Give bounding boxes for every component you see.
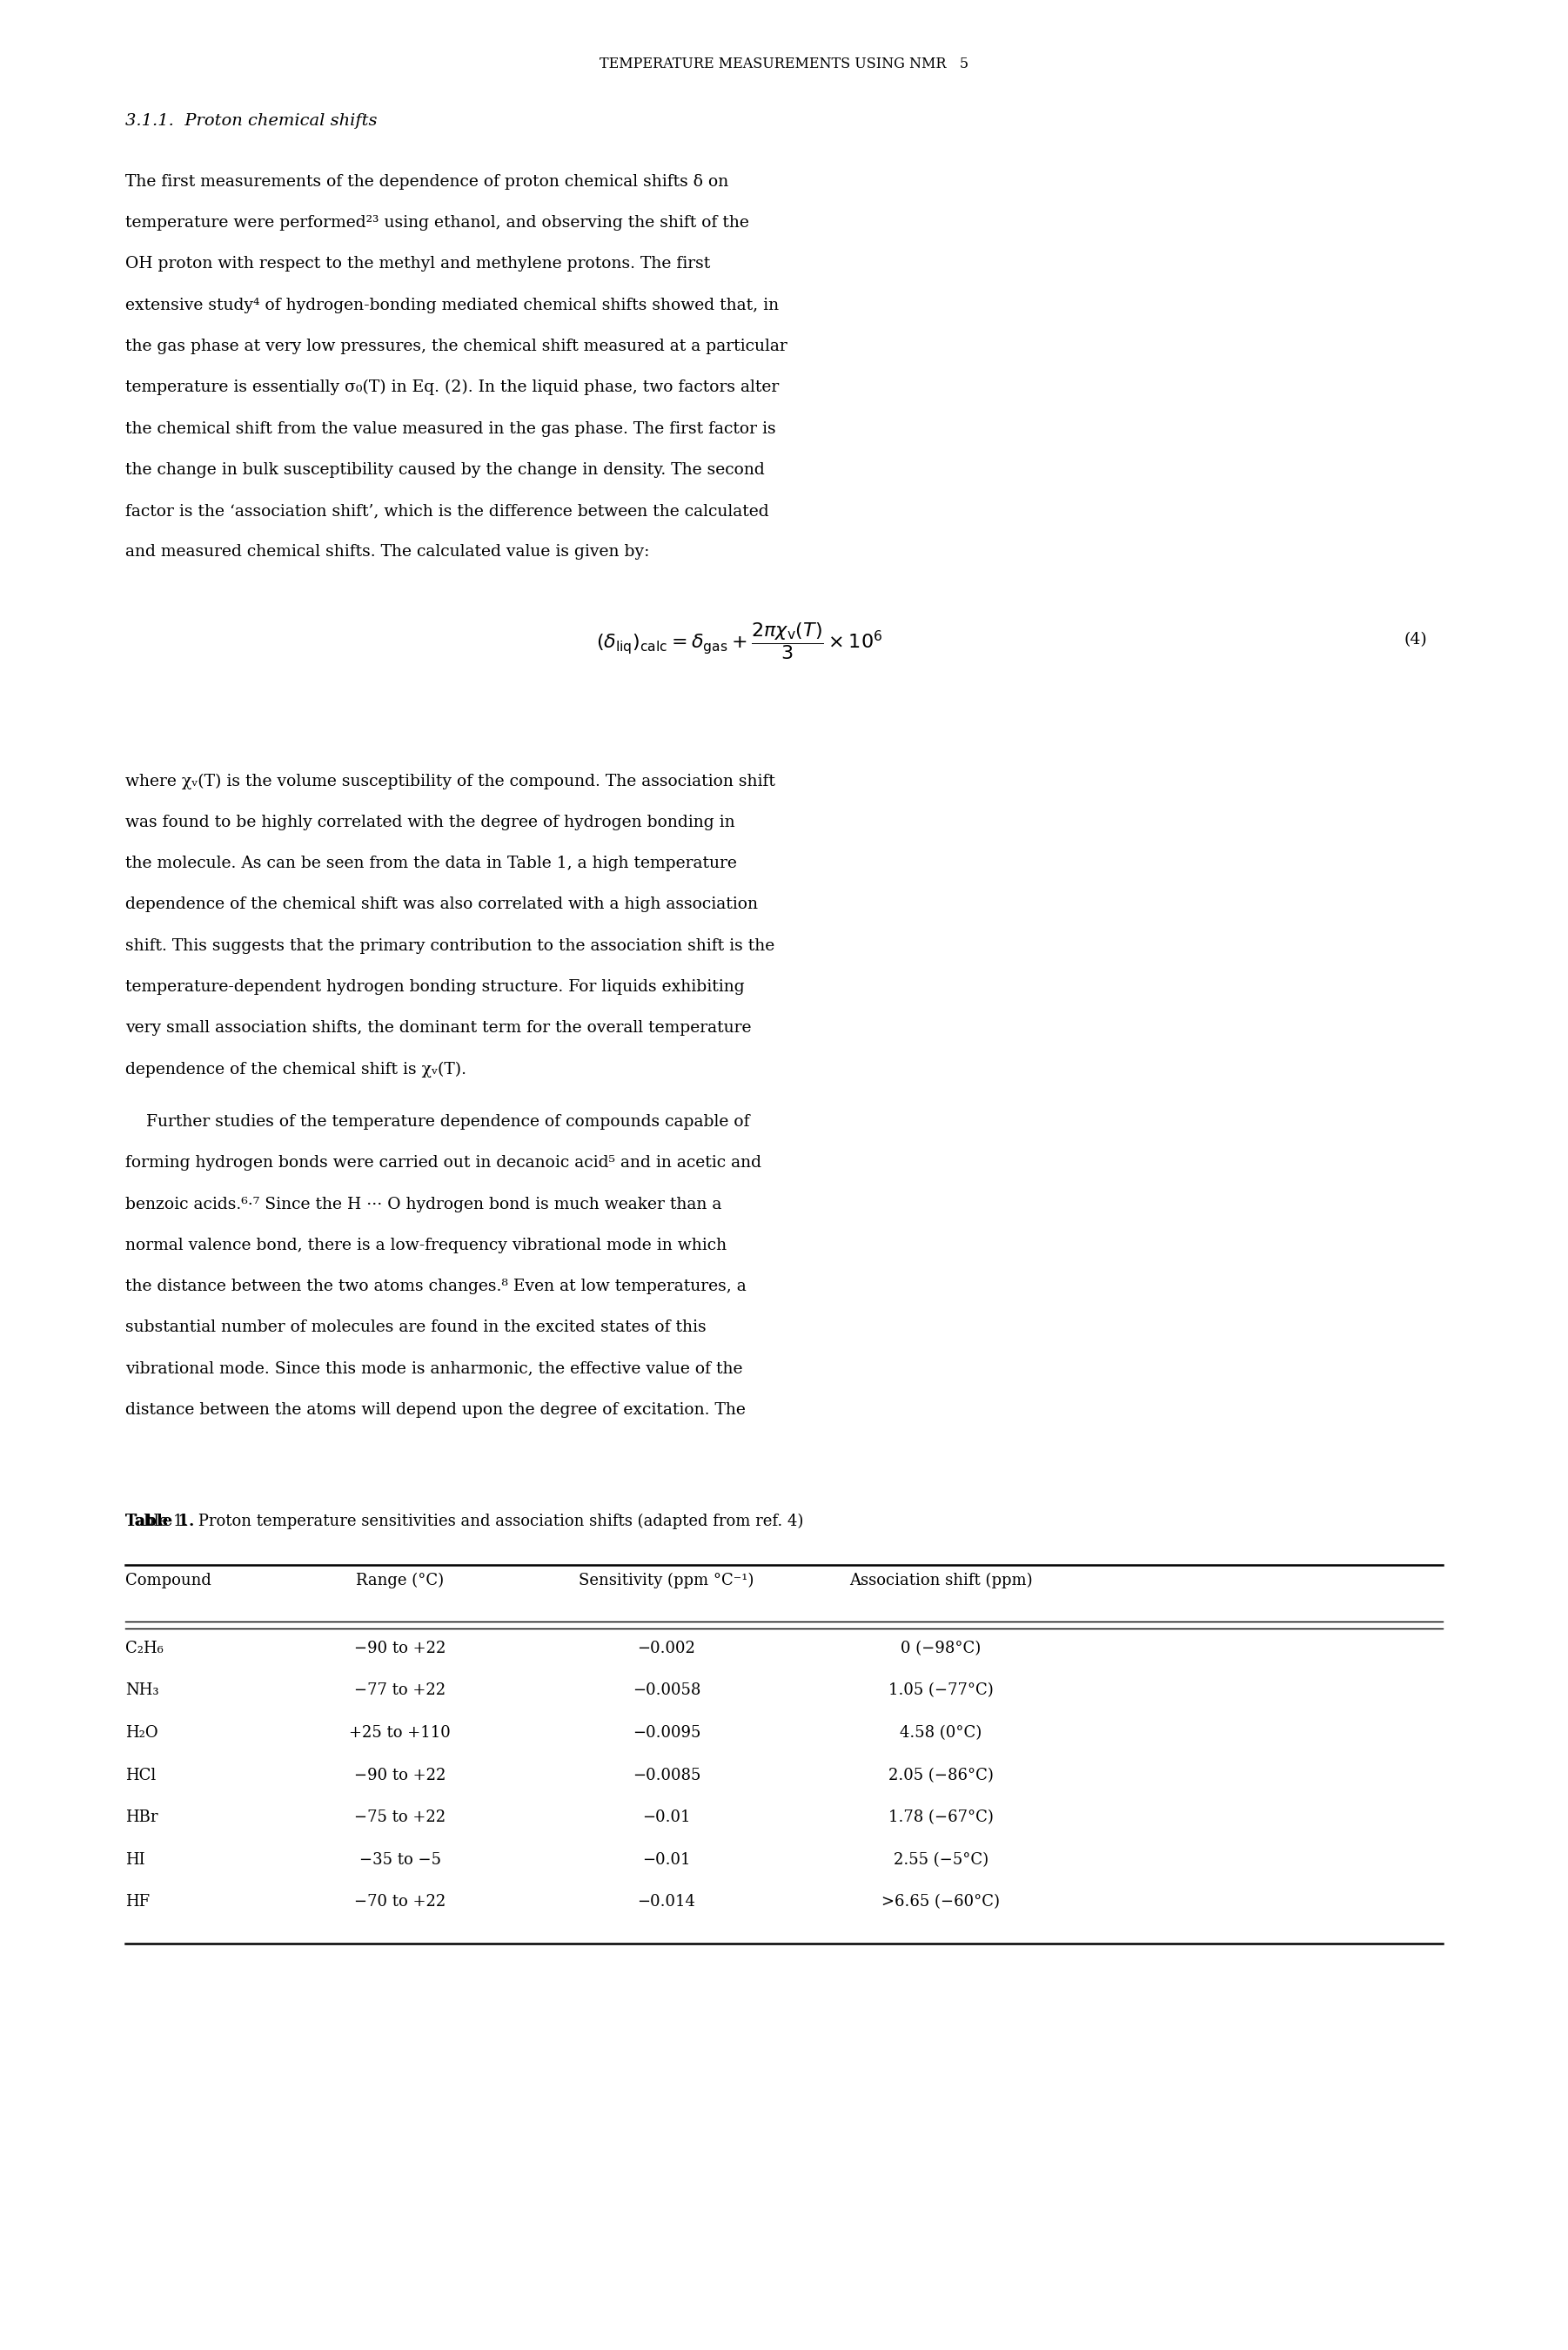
Text: dependence of the chemical shift was also correlated with a high association: dependence of the chemical shift was als… bbox=[125, 898, 757, 912]
Text: OH proton with respect to the methyl and methylene protons. The first: OH proton with respect to the methyl and… bbox=[125, 256, 710, 273]
Text: Range (°C): Range (°C) bbox=[356, 1572, 444, 1589]
Text: HI: HI bbox=[125, 1852, 146, 1868]
Text: −77 to +22: −77 to +22 bbox=[354, 1683, 445, 1699]
Text: and measured chemical shifts. The calculated value is given by:: and measured chemical shifts. The calcul… bbox=[125, 545, 649, 559]
Text: 1.78 (−67°C): 1.78 (−67°C) bbox=[887, 1810, 994, 1826]
Text: the distance between the two atoms changes.⁸ Even at low temperatures, a: the distance between the two atoms chang… bbox=[125, 1278, 746, 1295]
Text: extensive study⁴ of hydrogen-bonding mediated chemical shifts showed that, in: extensive study⁴ of hydrogen-bonding med… bbox=[125, 298, 779, 313]
Text: NH₃: NH₃ bbox=[125, 1683, 158, 1699]
Text: the chemical shift from the value measured in the gas phase. The first factor is: the chemical shift from the value measur… bbox=[125, 421, 776, 437]
Text: −70 to +22: −70 to +22 bbox=[354, 1894, 445, 1911]
Text: Compound: Compound bbox=[125, 1572, 212, 1589]
Text: temperature-dependent hydrogen bonding structure. For liquids exhibiting: temperature-dependent hydrogen bonding s… bbox=[125, 980, 745, 994]
Text: benzoic acids.⁶·⁷ Since the H ··· O hydrogen bond is much weaker than a: benzoic acids.⁶·⁷ Since the H ··· O hydr… bbox=[125, 1196, 721, 1213]
Text: −0.0085: −0.0085 bbox=[632, 1767, 701, 1784]
Text: The first measurements of the dependence of proton chemical shifts δ on: The first measurements of the dependence… bbox=[125, 174, 729, 190]
Text: −90 to +22: −90 to +22 bbox=[354, 1767, 445, 1784]
Text: substantial number of molecules are found in the excited states of this: substantial number of molecules are foun… bbox=[125, 1321, 706, 1335]
Text: HF: HF bbox=[125, 1894, 151, 1911]
Text: −0.0095: −0.0095 bbox=[632, 1725, 701, 1741]
Text: Sensitivity (ppm °C⁻¹): Sensitivity (ppm °C⁻¹) bbox=[579, 1572, 754, 1589]
Text: TEMPERATURE MEASUREMENTS USING NMR   5: TEMPERATURE MEASUREMENTS USING NMR 5 bbox=[599, 56, 969, 70]
Text: 4.58 (0°C): 4.58 (0°C) bbox=[900, 1725, 982, 1741]
Text: was found to be highly correlated with the degree of hydrogen bonding in: was found to be highly correlated with t… bbox=[125, 815, 735, 830]
Text: −75 to +22: −75 to +22 bbox=[354, 1810, 445, 1826]
Text: 2.55 (−5°C): 2.55 (−5°C) bbox=[894, 1852, 988, 1868]
Text: dependence of the chemical shift is χᵥ(T).: dependence of the chemical shift is χᵥ(T… bbox=[125, 1062, 467, 1076]
Text: Table 1.  Proton temperature sensitivities and association shifts (adapted from : Table 1. Proton temperature sensitivitie… bbox=[125, 1513, 804, 1530]
Text: −0.01: −0.01 bbox=[643, 1810, 690, 1826]
Text: −0.01: −0.01 bbox=[643, 1852, 690, 1868]
Text: the change in bulk susceptibility caused by the change in density. The second: the change in bulk susceptibility caused… bbox=[125, 463, 765, 477]
Text: −35 to −5: −35 to −5 bbox=[359, 1852, 441, 1868]
Text: Further studies of the temperature dependence of compounds capable of: Further studies of the temperature depen… bbox=[125, 1114, 750, 1130]
Text: factor is the ‘association shift’, which is the difference between the calculate: factor is the ‘association shift’, which… bbox=[125, 503, 768, 519]
Text: temperature were performed²³ using ethanol, and observing the shift of the: temperature were performed²³ using ethan… bbox=[125, 216, 750, 230]
Text: −0.0058: −0.0058 bbox=[632, 1683, 701, 1699]
Text: HBr: HBr bbox=[125, 1810, 158, 1826]
Text: shift. This suggests that the primary contribution to the association shift is t: shift. This suggests that the primary co… bbox=[125, 938, 775, 954]
Text: >6.65 (−60°C): >6.65 (−60°C) bbox=[881, 1894, 1000, 1911]
Text: (4): (4) bbox=[1403, 632, 1427, 649]
Text: where χᵥ(T) is the volume susceptibility of the compound. The association shift: where χᵥ(T) is the volume susceptibility… bbox=[125, 773, 775, 790]
Text: 1.05 (−77°C): 1.05 (−77°C) bbox=[887, 1683, 994, 1699]
Text: +25 to +110: +25 to +110 bbox=[350, 1725, 450, 1741]
Text: the molecule. As can be seen from the data in Table 1, a high temperature: the molecule. As can be seen from the da… bbox=[125, 855, 737, 872]
Text: vibrational mode. Since this mode is anharmonic, the effective value of the: vibrational mode. Since this mode is anh… bbox=[125, 1361, 743, 1377]
Text: normal valence bond, there is a low-frequency vibrational mode in which: normal valence bond, there is a low-freq… bbox=[125, 1238, 728, 1253]
Text: −0.002: −0.002 bbox=[637, 1640, 696, 1657]
Text: the gas phase at very low pressures, the chemical shift measured at a particular: the gas phase at very low pressures, the… bbox=[125, 338, 787, 355]
Text: 0 (−98°C): 0 (−98°C) bbox=[900, 1640, 982, 1657]
Text: H₂O: H₂O bbox=[125, 1725, 158, 1741]
Text: −0.014: −0.014 bbox=[637, 1894, 696, 1911]
Text: Association shift (ppm): Association shift (ppm) bbox=[850, 1572, 1032, 1589]
Text: Table 1.: Table 1. bbox=[125, 1513, 194, 1530]
Text: forming hydrogen bonds were carried out in decanoic acid⁵ and in acetic and: forming hydrogen bonds were carried out … bbox=[125, 1156, 762, 1170]
Text: HCl: HCl bbox=[125, 1767, 157, 1784]
Text: 3.1.1.  Proton chemical shifts: 3.1.1. Proton chemical shifts bbox=[125, 113, 378, 129]
Text: $(\delta_{\rm liq})_{\rm calc} = \delta_{\rm gas} + \dfrac{2\pi\chi_{\rm v}(T)}{: $(\delta_{\rm liq})_{\rm calc} = \delta_… bbox=[596, 620, 883, 660]
Text: distance between the atoms will depend upon the degree of excitation. The: distance between the atoms will depend u… bbox=[125, 1403, 746, 1417]
Text: temperature is essentially σ₀(T) in Eq. (2). In the liquid phase, two factors al: temperature is essentially σ₀(T) in Eq. … bbox=[125, 381, 779, 395]
Text: 2.05 (−86°C): 2.05 (−86°C) bbox=[887, 1767, 994, 1784]
Text: very small association shifts, the dominant term for the overall temperature: very small association shifts, the domin… bbox=[125, 1020, 751, 1036]
Text: C₂H₆: C₂H₆ bbox=[125, 1640, 163, 1657]
Text: −90 to +22: −90 to +22 bbox=[354, 1640, 445, 1657]
